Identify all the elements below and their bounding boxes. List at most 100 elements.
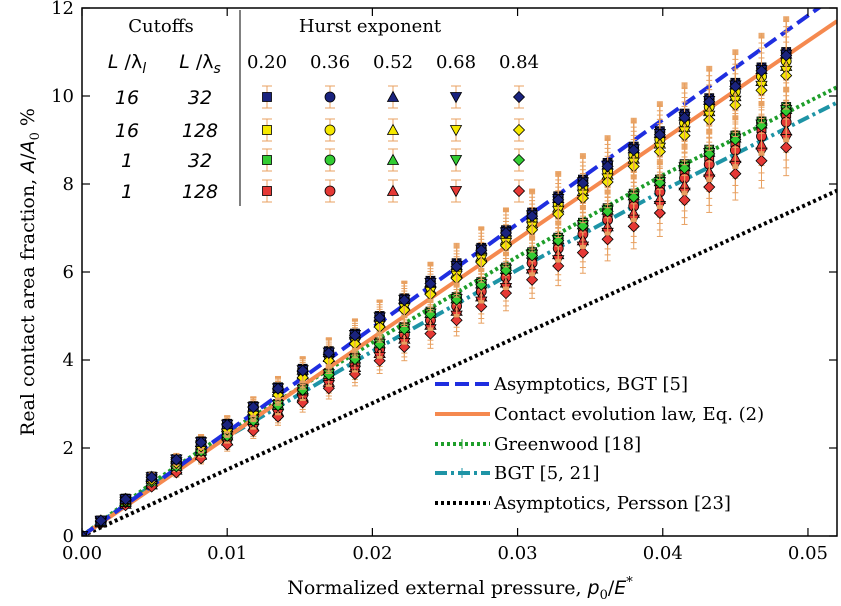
data-point bbox=[729, 167, 742, 180]
data-point bbox=[780, 49, 793, 62]
data-point bbox=[194, 436, 208, 449]
data-point bbox=[703, 95, 716, 108]
inset-marker bbox=[386, 184, 400, 196]
data-point bbox=[499, 287, 513, 300]
data-point bbox=[780, 104, 793, 118]
inset-marker bbox=[262, 186, 272, 196]
legend-label-0: Asymptotics, BGT [5] bbox=[493, 374, 688, 395]
inset-marker bbox=[262, 125, 272, 135]
inset-rows: 16 32 16 128 1 32 1 128 bbox=[115, 85, 526, 203]
inset-hurst-values: 0.20 0.36 0.52 0.68 0.84 bbox=[247, 52, 539, 73]
inset-marker bbox=[262, 155, 272, 165]
data-point bbox=[247, 401, 260, 414]
inset-marker bbox=[324, 154, 336, 166]
data-point bbox=[653, 128, 666, 141]
data-point bbox=[170, 453, 183, 466]
inset-row-s: 128 bbox=[182, 181, 218, 203]
y-axis-title: Real contact area fraction, A/A0 % bbox=[17, 108, 43, 436]
data-point bbox=[475, 300, 488, 313]
data-point bbox=[703, 147, 716, 160]
data-point bbox=[627, 220, 640, 233]
data-point bbox=[398, 294, 411, 307]
data-point bbox=[627, 144, 640, 157]
inset-marker bbox=[449, 155, 463, 167]
x-tick-label: 0.05 bbox=[788, 543, 828, 564]
inset-row-s: 32 bbox=[188, 150, 212, 172]
data-point bbox=[322, 346, 335, 360]
data-point bbox=[601, 233, 614, 246]
x-tick-label: 0.00 bbox=[62, 543, 102, 564]
inset-col-s-header: L /λs bbox=[179, 51, 221, 77]
inset-marker bbox=[512, 184, 526, 198]
data-point bbox=[450, 314, 463, 327]
inset-row-s: 128 bbox=[182, 120, 218, 142]
data-point bbox=[703, 180, 716, 194]
data-point bbox=[373, 338, 386, 351]
inset-marker bbox=[449, 92, 463, 104]
inset-row-l: 16 bbox=[115, 120, 139, 142]
x-axis-title: Normalized external pressure, p0/E* bbox=[287, 575, 633, 603]
inset-marker bbox=[324, 124, 336, 136]
y-tick-label: 4 bbox=[63, 350, 74, 371]
inset-marker bbox=[386, 90, 400, 102]
inset-marker bbox=[324, 91, 336, 103]
legend-label-1: Contact evolution law, Eq. (2) bbox=[494, 404, 764, 425]
data-point bbox=[552, 259, 565, 273]
inset-cutoffs-header: Cutoffs bbox=[128, 16, 193, 37]
inset-marker bbox=[386, 153, 400, 165]
data-point bbox=[729, 80, 742, 93]
inset-hurst-value: 0.52 bbox=[373, 52, 413, 73]
inset-row-l: 16 bbox=[115, 87, 139, 109]
x-tick-label: 0.04 bbox=[643, 543, 683, 564]
data-point bbox=[221, 418, 234, 431]
inset-hurst-value: 0.20 bbox=[247, 52, 287, 73]
inset-marker bbox=[449, 125, 463, 137]
inset-hurst-value: 0.36 bbox=[310, 52, 350, 73]
inset-marker bbox=[324, 185, 336, 197]
inset-row-s: 32 bbox=[188, 87, 212, 109]
data-point bbox=[348, 329, 362, 342]
data-point bbox=[678, 111, 691, 124]
inset-hurst-header: Hurst exponent bbox=[299, 16, 442, 37]
data-point bbox=[526, 249, 539, 262]
inset-marker bbox=[262, 92, 272, 102]
y-tick-label: 8 bbox=[63, 174, 74, 195]
data-point bbox=[526, 273, 539, 286]
series-line-4 bbox=[82, 188, 837, 536]
data-point bbox=[145, 471, 158, 484]
inset-hurst-value: 0.68 bbox=[436, 52, 476, 73]
y-tick-label: 6 bbox=[63, 262, 74, 283]
inset-marker bbox=[512, 123, 526, 137]
legend-label-2: Greenwood [18] bbox=[494, 434, 641, 455]
inset-marker bbox=[512, 153, 526, 167]
data-point bbox=[94, 514, 107, 527]
data-point bbox=[678, 193, 691, 207]
data-point bbox=[271, 382, 285, 395]
data-point bbox=[499, 226, 513, 240]
x-tick-label: 0.02 bbox=[352, 543, 392, 564]
x-tick-label: 0.03 bbox=[498, 543, 538, 564]
legend-label-4: Asymptotics, Persson [23] bbox=[493, 493, 731, 514]
y-tick-label: 0 bbox=[63, 526, 74, 547]
data-point bbox=[475, 244, 488, 257]
inset-marker bbox=[512, 90, 526, 104]
data-point bbox=[653, 206, 666, 220]
data-point bbox=[194, 452, 208, 465]
data-point bbox=[296, 364, 309, 377]
data-point bbox=[424, 277, 437, 290]
data-point bbox=[119, 493, 132, 506]
inset-table: Cutoffs Hurst exponent L /λl L /λs 0.20 0… bbox=[108, 10, 539, 206]
data-point bbox=[755, 64, 768, 77]
data-point bbox=[552, 193, 565, 206]
data-point bbox=[627, 191, 640, 204]
inset-row-l: 1 bbox=[121, 150, 133, 172]
inset-hurst-value: 0.84 bbox=[499, 52, 539, 73]
legend: Asymptotics, BGT [5] Contact evolution la… bbox=[435, 374, 764, 514]
data-point bbox=[576, 177, 589, 190]
data-point bbox=[755, 154, 768, 167]
x-tick-label: 0.01 bbox=[207, 543, 247, 564]
data-point bbox=[526, 210, 539, 223]
data-point bbox=[780, 141, 793, 154]
y-tick-label: 2 bbox=[63, 438, 74, 459]
